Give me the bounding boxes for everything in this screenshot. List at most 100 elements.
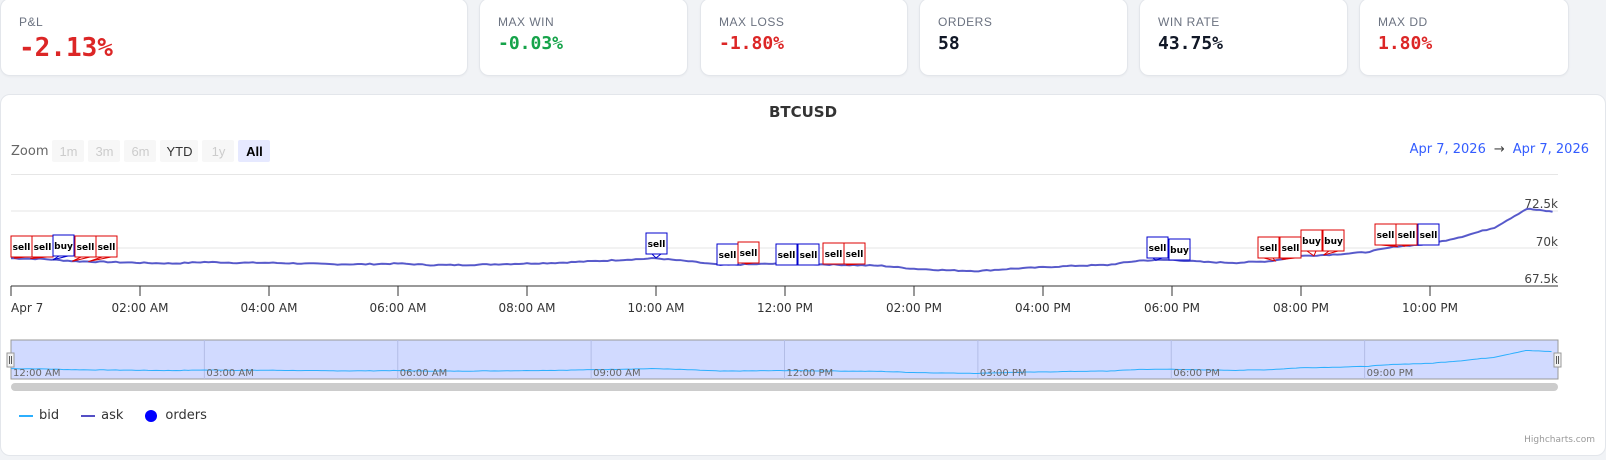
svg-text:sell: sell <box>778 251 796 261</box>
sell-order-flag[interactable]: sell <box>737 241 760 265</box>
navigator-tick-label: 12:00 AM <box>13 368 60 379</box>
x-tick-label: 06:00 PM <box>1144 301 1200 315</box>
stat-card-max-dd: MAX DD 1.80% <box>1359 0 1569 76</box>
buy-order-flag[interactable]: buy <box>52 234 75 261</box>
zoom-6m-button[interactable]: 6m <box>124 140 157 162</box>
stat-label: P&L <box>19 15 44 29</box>
navigator-tick-label: 09:00 AM <box>593 368 640 379</box>
x-tick-label: 10:00 AM <box>628 301 685 315</box>
sell-order-flag[interactable]: sell <box>30 235 54 260</box>
sell-order-flag[interactable]: sell <box>72 235 97 262</box>
stat-value: -0.03% <box>498 33 564 54</box>
stat-value: -1.80% <box>719 33 785 54</box>
sell-order-flag[interactable]: sell <box>1279 236 1302 260</box>
chart-plot[interactable]: 72.5k 70k 67.5k Apr 7 02:00 AM 04:00 AM 06:… <box>1 95 1606 457</box>
x-axis-ticks <box>10 286 1431 296</box>
zoom-3m-button[interactable]: 3m <box>88 140 121 162</box>
zoom-1y-button[interactable]: 1y <box>202 140 235 162</box>
stat-card-win-rate: WIN RATE 43.75% <box>1139 0 1348 76</box>
svg-text:sell: sell <box>34 243 52 253</box>
range-to-input[interactable]: Apr 7, 2026 <box>1512 142 1589 157</box>
x-tick-label: 08:00 AM <box>499 301 556 315</box>
sell-order-flag[interactable]: sell <box>1257 236 1280 262</box>
x-tick-label: 02:00 AM <box>112 301 169 315</box>
navigator-tick-label: 06:00 AM <box>400 368 447 379</box>
legend-label: ask <box>101 408 124 423</box>
stat-label: MAX DD <box>1378 15 1428 29</box>
sell-order-flag[interactable]: sell <box>797 243 820 266</box>
stat-label: MAX WIN <box>498 15 555 29</box>
stat-card-max-win: MAX WIN -0.03% <box>479 0 688 76</box>
svg-text:sell: sell <box>800 251 818 261</box>
zoom-label: Zoom <box>11 143 49 159</box>
navigator-gridlines <box>203 340 1366 379</box>
sell-order-flag[interactable]: sell <box>716 243 739 266</box>
legend-label: orders <box>165 408 207 423</box>
stat-card-orders: ORDERS 58 <box>919 0 1128 76</box>
zoom-ytd-button[interactable]: YTD <box>160 140 199 162</box>
stat-value: -2.13% <box>19 33 113 63</box>
legend-item-bid[interactable]: bid <box>19 408 59 423</box>
ask-line-icon <box>81 414 96 417</box>
navigator-handle-right[interactable] <box>1553 352 1562 368</box>
stats-bar: P&L -2.13% MAX WIN -0.03% MAX LOSS -1.80… <box>0 0 1606 78</box>
svg-text:sell: sell <box>648 240 666 250</box>
svg-text:sell: sell <box>13 243 31 253</box>
sell-order-flag[interactable]: sell <box>822 242 845 265</box>
buy-order-flag[interactable]: buy <box>1168 238 1191 261</box>
svg-text:buy: buy <box>1302 237 1321 247</box>
buy-order-flag[interactable]: buy <box>1300 229 1323 257</box>
svg-text:sell: sell <box>98 243 116 253</box>
x-tick-label: 04:00 AM <box>241 301 298 315</box>
y-tick: 72.5k <box>1524 197 1558 211</box>
stat-value: 43.75% <box>1158 33 1224 54</box>
stat-card-max-loss: MAX LOSS -1.80% <box>700 0 908 76</box>
navigator-tick-label: 03:00 AM <box>206 368 253 379</box>
sell-order-flag[interactable]: sell <box>775 243 798 266</box>
stat-value: 1.80% <box>1378 33 1433 54</box>
chart-legend: bid ask orders <box>19 408 229 423</box>
date-range: Apr 7, 2026 → Apr 7, 2026 <box>1410 142 1589 157</box>
legend-item-ask[interactable]: ask <box>81 408 123 423</box>
highcharts-credits[interactable]: Highcharts.com <box>1524 435 1595 445</box>
stat-label: ORDERS <box>938 15 993 29</box>
navigator-scrollbar[interactable] <box>11 383 1558 391</box>
x-tick-label: 10:00 PM <box>1402 301 1458 315</box>
sell-order-flag[interactable]: sell <box>1374 223 1398 248</box>
x-tick-label: 08:00 PM <box>1273 301 1329 315</box>
svg-text:sell: sell <box>1398 231 1416 241</box>
sell-order-flag[interactable]: sell <box>1395 223 1418 247</box>
zoom-all-button[interactable]: All <box>238 140 271 162</box>
svg-text:sell: sell <box>719 251 737 261</box>
svg-text:buy: buy <box>54 242 73 252</box>
svg-text:buy: buy <box>1324 237 1343 247</box>
x-tick-label: Apr 7 <box>11 301 43 315</box>
sell-order-flag[interactable]: sell <box>10 235 33 259</box>
buy-order-flag[interactable]: buy <box>1322 229 1345 256</box>
sell-order-flag[interactable]: sell <box>1146 236 1169 261</box>
navigator-labels: 12:00 AM 03:00 AM 06:00 AM 09:00 AM 12:00 PM… <box>13 368 1413 379</box>
svg-text:sell: sell <box>825 250 843 260</box>
stat-value: 58 <box>938 33 960 54</box>
x-tick-label: 02:00 PM <box>886 301 942 315</box>
y-axis-labels: 72.5k 70k 67.5k <box>1524 197 1558 286</box>
stat-card-pnl: P&L -2.13% <box>0 0 468 76</box>
legend-item-orders[interactable]: orders <box>145 408 207 423</box>
chart-title: BTCUSD <box>768 103 838 121</box>
range-selector: Zoom 1m 3m 6m YTD 1y All <box>11 140 274 162</box>
sell-order-flag[interactable]: sell <box>88 235 118 263</box>
sell-order-flag[interactable]: sell <box>645 232 668 259</box>
sell-order-flag[interactable]: sell <box>1417 223 1440 246</box>
sell-order-flag[interactable]: sell <box>843 242 866 266</box>
x-tick-label: 12:00 PM <box>757 301 813 315</box>
zoom-1m-button[interactable]: 1m <box>52 140 85 162</box>
navigator-handle-left[interactable] <box>6 352 15 368</box>
navigator[interactable]: 12:00 AM 03:00 AM 06:00 AM 09:00 AM 12:00 PM… <box>6 339 1562 380</box>
svg-text:sell: sell <box>846 250 864 260</box>
stat-label: MAX LOSS <box>719 15 785 29</box>
range-from-input[interactable]: Apr 7, 2026 <box>1409 142 1486 157</box>
svg-text:sell: sell <box>1282 244 1300 254</box>
svg-text:sell: sell <box>1260 244 1278 254</box>
chart-container: BTCUSD Zoom 1m 3m 6m YTD 1y All Apr 7, 2… <box>0 94 1606 456</box>
